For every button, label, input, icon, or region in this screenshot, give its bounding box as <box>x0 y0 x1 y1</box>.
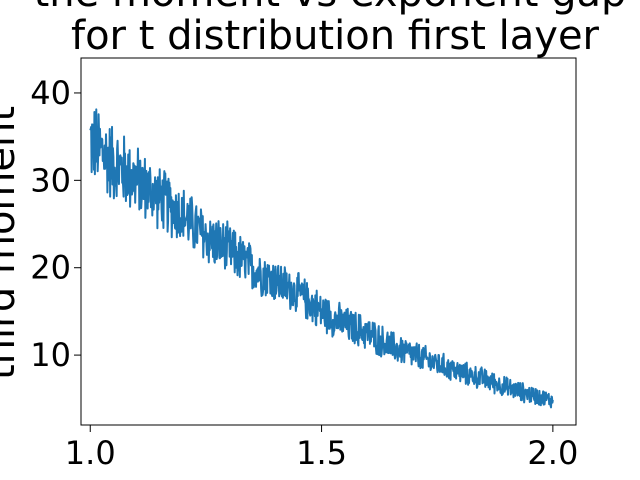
x-tick-label: 1.0 <box>65 434 116 472</box>
x-tick-label: 1.5 <box>296 434 347 472</box>
plot-area <box>89 108 554 409</box>
chart-title-line-2: for t distribution first layer <box>71 13 600 59</box>
y-axis-label: third moment <box>0 106 24 380</box>
y-tick-label: 10 <box>30 336 71 374</box>
y-tick-label: 20 <box>30 249 71 287</box>
y-tick-label: 30 <box>30 161 71 199</box>
series-line-0 <box>89 108 554 409</box>
axis-ticks: 1.0 1.5 2.0 10 20 30 40 <box>30 74 578 472</box>
x-tick-label: 2.0 <box>527 434 578 472</box>
chart-title-line-1: the moment vs exponent gap <box>34 0 627 16</box>
y-tick-label: 40 <box>30 74 71 112</box>
x-axis-label: exponent <box>234 474 422 480</box>
plot-frame <box>80 57 577 426</box>
